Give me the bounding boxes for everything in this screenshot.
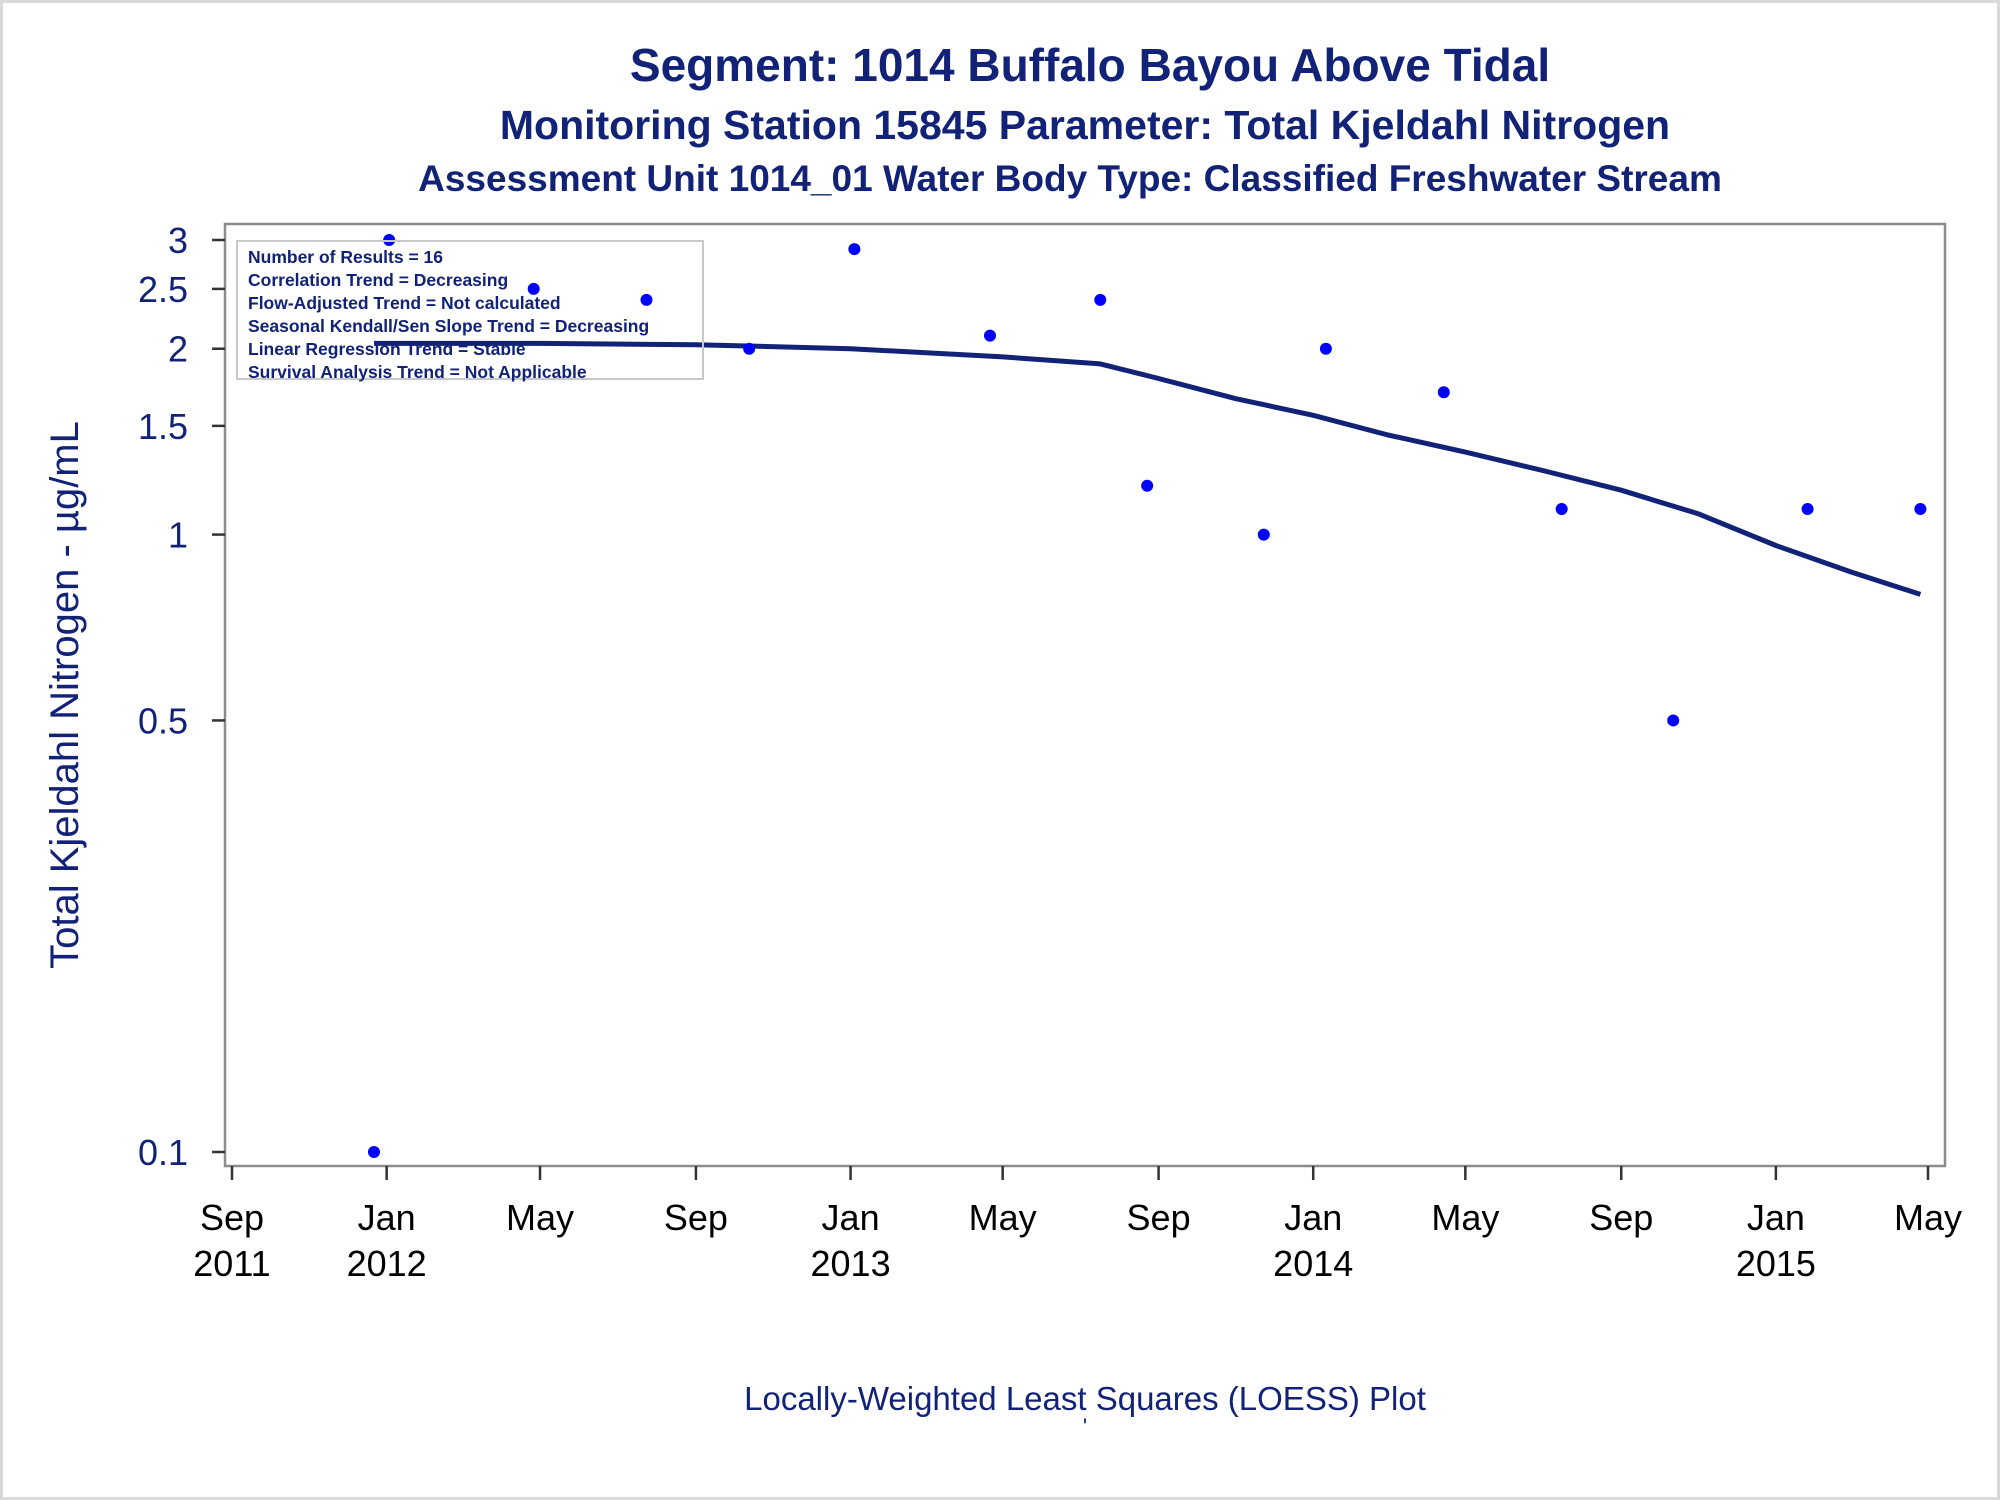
data-point (1555, 503, 1568, 516)
x-tick-label: Sep (1589, 1197, 1653, 1238)
stats-line: Survival Analysis Trend = Not Applicable (248, 362, 587, 382)
points-layer (367, 234, 1927, 1158)
x-tick-label: Jan (1747, 1197, 1805, 1238)
y-tick-label: 2 (168, 329, 188, 370)
x-axis: Sep 2011 Jan 2012 May Sep Jan 2013 May Sep Jan 2014… (193, 1166, 1962, 1284)
loess-layer (374, 340, 1922, 597)
stats-line: Flow-Adjusted Trend = Not calculated (248, 293, 561, 313)
y-axis: 0.1 0.5 1 1.5 2 2.5 3 (138, 220, 225, 1173)
data-point (1914, 503, 1927, 516)
x-tick-year-label: 2012 (347, 1243, 427, 1284)
footnote-text: Locally-Weighted Least Squares (LOESS) P… (744, 1380, 1426, 1417)
data-point (1667, 714, 1680, 727)
y-tick-label: 3 (168, 220, 188, 261)
chart-title: Segment: 1014 Buffalo Bayou Above Tidal (629, 39, 1551, 91)
data-point (984, 329, 997, 342)
data-point (527, 282, 540, 295)
x-tick-label: May (506, 1197, 574, 1238)
x-tick-label: Sep (664, 1197, 728, 1238)
y-tick-label: 2.5 (138, 269, 188, 310)
x-tick-year-label: 2013 (811, 1243, 891, 1284)
data-point (1094, 293, 1107, 306)
stats-line: Seasonal Kendall/Sen Slope Trend = Decre… (248, 316, 650, 336)
x-tick-year-label: 2011 (193, 1243, 270, 1284)
data-point (1801, 503, 1814, 516)
y-tick-label: 0.1 (138, 1132, 188, 1173)
x-tick-label: May (1431, 1197, 1499, 1238)
x-tick-label: Sep (1127, 1197, 1191, 1238)
trend-stats-box: Number of Results = 16 Correlation Trend… (236, 240, 704, 382)
x-tick-label: Sep (200, 1197, 264, 1238)
stats-line: Linear Regression Trend = Stable (248, 339, 526, 359)
data-point (1141, 479, 1154, 492)
x-tick-label: May (1894, 1197, 1962, 1238)
data-point (743, 342, 756, 355)
x-tick-label: Jan (1284, 1197, 1342, 1238)
plot-area-border (223, 222, 1947, 1168)
x-tick-label: Jan (358, 1197, 416, 1238)
y-tick-label: 1 (168, 515, 188, 556)
y-axis-label: Total Kjeldahl Nitrogen - µg/mL (43, 421, 87, 969)
x-tick-year-label: 2014 (1273, 1243, 1353, 1284)
x-tick-label: Jan (822, 1197, 880, 1238)
y-tick-label: 0.5 (138, 700, 188, 741)
x-tick-label: May (969, 1197, 1037, 1238)
y-tick-label: 1.5 (138, 406, 188, 447)
data-point (367, 1146, 380, 1158)
data-point (1437, 386, 1450, 399)
data-point (848, 243, 861, 256)
chart-subtitle-2: Assessment Unit 1014_01 Water Body Type:… (418, 158, 1722, 199)
footnote-mark: ' (1082, 1414, 1088, 1439)
data-point (640, 293, 653, 306)
stats-line: Number of Results = 16 (248, 247, 443, 267)
stats-line: Correlation Trend = Decreasing (248, 270, 509, 290)
chart-footnote: Locally-Weighted Least Squares (LOESS) P… (0, 1380, 2000, 1439)
loess-curve (374, 340, 1922, 597)
data-point (1257, 528, 1270, 541)
chart-subtitle: Monitoring Station 15845 Parameter: Tota… (499, 102, 1671, 148)
x-tick-year-label: 2015 (1736, 1243, 1816, 1284)
data-point (1319, 342, 1332, 355)
